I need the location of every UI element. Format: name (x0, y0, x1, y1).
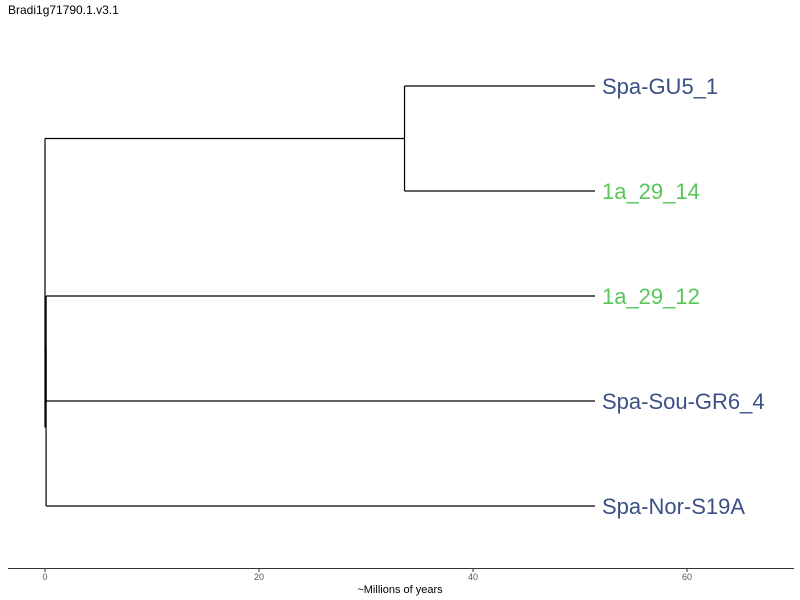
x-tick-label: 0 (42, 572, 47, 582)
tip-labels-group: Spa-GU5_1 1a_29_14 1a_29_12 Spa-Sou-GR6_4 Sp… (602, 74, 765, 519)
x-tick-label: 60 (682, 572, 692, 582)
tip-label: 1a_29_12 (602, 284, 700, 309)
tip-label: Spa-Nor-S19A (602, 494, 745, 519)
tip-label: Spa-Sou-GR6_4 (602, 389, 765, 414)
x-axis-ticks: 0 20 40 60 (42, 568, 692, 582)
branches-group (44, 85, 595, 507)
x-axis-label: ~Millions of years (357, 584, 443, 596)
x-tick-label: 40 (468, 572, 478, 582)
chart-title: Bradi1g71790.1.v3.1 (8, 3, 119, 17)
tip-label: Spa-GU5_1 (602, 74, 718, 99)
tip-label: 1a_29_14 (602, 179, 700, 204)
x-tick-label: 20 (254, 572, 264, 582)
